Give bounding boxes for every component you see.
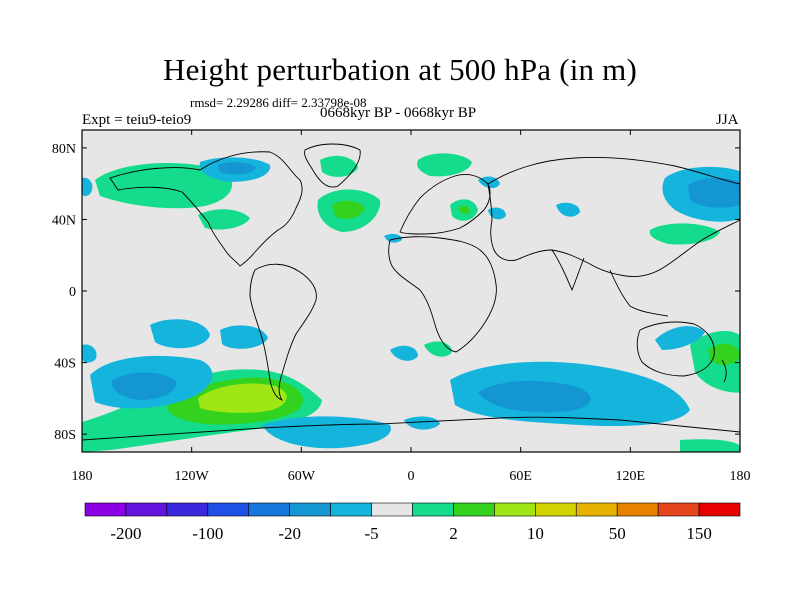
colorbar-swatch [657, 502, 700, 517]
colorbar-label: -200 [110, 524, 141, 543]
colorbar-swatch [616, 502, 659, 517]
anomaly-region-north-africa [384, 233, 402, 243]
map-axes: 180 120W 60W 0 60E 120E 180 80N 40N 0 40S 80S [52, 130, 751, 484]
colorbar-swatch [698, 502, 741, 517]
lat-tick-label: 80S [54, 428, 76, 443]
colorbar-swatch [166, 502, 209, 517]
anomaly-region-se-pacific-peak [198, 383, 287, 413]
anomaly-region-scandinavia [417, 153, 472, 177]
colorbar-label: -5 [364, 524, 378, 543]
colorbar-swatch [248, 502, 290, 517]
lat-tick-label: 40S [54, 357, 76, 372]
coastline-greenland [304, 143, 361, 188]
colorbar-label: 150 [686, 524, 712, 543]
coastline-asia [487, 157, 740, 277]
anomaly-region-new-zealand-core [708, 343, 740, 365]
colorbar-label: 10 [527, 524, 544, 543]
lat-tick-label: 80N [52, 142, 76, 157]
colorbar-label: 50 [609, 524, 626, 543]
coastline-australia [636, 321, 715, 377]
coastline-southeast-asia [609, 269, 669, 317]
coastlines [82, 143, 740, 441]
anomaly-region-hudson-core [218, 162, 256, 175]
lon-tick-label: 180 [730, 469, 751, 484]
stats-text: rmsd= 2.29286 diff= 2.33798e-08 [190, 95, 367, 110]
anomaly-region-far-west-south [82, 344, 97, 363]
colorbar-label: 2 [449, 524, 458, 543]
anomaly-region-alaska-low [82, 177, 93, 197]
colorbar-swatch [535, 502, 577, 517]
colorbar-swatch [330, 502, 372, 517]
colorbar-swatch [494, 502, 536, 517]
experiment-label: Expt = teiu9-teio9 [82, 112, 192, 128]
lon-tick-label: 120W [175, 469, 210, 484]
coastline-north-america [109, 151, 303, 267]
colorbar-swatch [84, 502, 127, 517]
colorbar-swatch [371, 502, 413, 517]
colorbar-swatch [207, 502, 250, 517]
map-title: Height perturbation at 500 hPa (in m) [162, 52, 638, 87]
anomaly-region-east-pacific-south [150, 319, 210, 349]
coastline-south-america [249, 263, 317, 401]
lat-tick-label: 40N [52, 213, 76, 228]
colorbar-swatch [453, 502, 495, 517]
anomaly-region-black-sea [488, 207, 506, 220]
anomaly-region-south-indian-core [478, 380, 591, 413]
colorbar-label: -100 [192, 524, 223, 543]
coastline-new-zealand [721, 359, 727, 383]
coastline-antarctica [82, 416, 740, 441]
anomaly-region-tasman [655, 326, 705, 350]
anomaly-region-central-north-pacific [198, 209, 250, 230]
colorbar-swatch [289, 502, 331, 517]
anomaly-region-south-america-west [220, 325, 268, 349]
lon-tick-label: 60E [509, 469, 532, 484]
colorbar: -200 -100 -20 -5 2 10 50 150 [84, 502, 741, 543]
lat-tick-label: 0 [69, 285, 76, 300]
anomaly-region-southern-ocean [404, 416, 440, 430]
lon-tick-label: 0 [408, 469, 415, 484]
colorbar-swatch [125, 502, 168, 517]
anomaly-region-greenland [320, 155, 358, 177]
lon-tick-label: 60W [288, 469, 316, 484]
anomaly-region-south-pacific-low [680, 439, 740, 452]
anomaly-region-south-atlantic [390, 345, 418, 361]
coastline-africa [388, 236, 497, 353]
anomaly-region-europe-core [458, 205, 470, 215]
season-label: JJA [716, 112, 739, 128]
anomaly-region-north-pacific [95, 162, 233, 209]
anomaly-region-central-asia [556, 202, 580, 217]
period-label: 0668kyr BP - 0668kyr BP [320, 105, 477, 121]
coastline-india [551, 249, 585, 292]
colorbar-label: -20 [278, 524, 301, 543]
lon-tick-label: 180 [72, 469, 93, 484]
anomaly-region-sw-pacific-core [111, 372, 176, 400]
anomaly-region-north-atlantic-core [332, 200, 365, 219]
lon-tick-label: 120E [616, 469, 646, 484]
anomaly-region-siberia [478, 176, 500, 189]
colorbar-swatch [575, 502, 618, 517]
colorbar-swatch [412, 502, 454, 517]
anomaly-region-north-east-asia-core [688, 177, 740, 208]
